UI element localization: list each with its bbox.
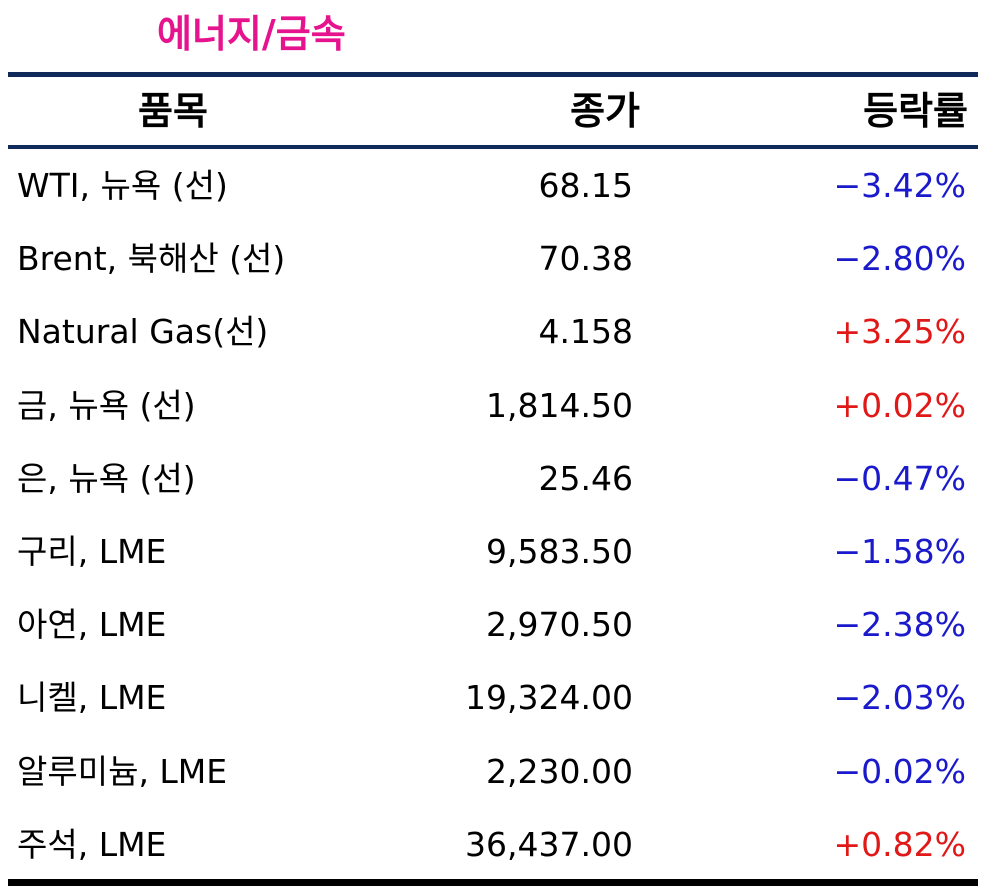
item-change: +0.82% — [833, 824, 966, 864]
table-row: 아연, LME 2,970.50 −2.38% — [8, 588, 978, 661]
page-title: 에너지/금속 — [157, 12, 346, 56]
item-close: 2,230.00 — [486, 751, 633, 791]
item-name: 니켈, LME — [17, 678, 167, 718]
table-row: 주석, LME 36,437.00 +0.82% — [8, 808, 978, 881]
item-change: +0.02% — [833, 385, 966, 425]
item-close: 2,970.50 — [486, 605, 633, 645]
item-name: 주석, LME — [17, 824, 167, 864]
item-close: 25.46 — [538, 458, 633, 498]
item-name: Brent, 북해산 (선) — [17, 239, 286, 279]
item-name: Natural Gas(선) — [17, 312, 269, 352]
item-change: −2.80% — [833, 239, 966, 279]
item-name: 아연, LME — [17, 605, 167, 645]
table-row: 구리, LME 9,583.50 −1.58% — [8, 515, 978, 588]
item-close: 68.15 — [538, 166, 633, 205]
table-row: 금, 뉴욕 (선) 1,814.50 +0.02% — [8, 369, 978, 442]
table-row: Brent, 북해산 (선) 70.38 −2.80% — [8, 222, 978, 295]
table-row: Natural Gas(선) 4.158 +3.25% — [8, 295, 978, 368]
item-change: −0.47% — [833, 458, 966, 498]
table-header: 품목 종가 등락률 — [8, 77, 978, 145]
item-name: 은, 뉴욕 (선) — [17, 458, 196, 498]
item-name: 금, 뉴욕 (선) — [17, 385, 196, 425]
item-name: WTI, 뉴욕 (선) — [17, 166, 228, 205]
table-body: WTI, 뉴욕 (선) 68.15 −3.42% Brent, 북해산 (선) … — [8, 149, 978, 881]
item-close: 19,324.00 — [465, 678, 633, 718]
item-name: 구리, LME — [17, 531, 167, 571]
item-change: −3.42% — [833, 166, 966, 205]
column-header-name: 품목 — [138, 89, 208, 133]
item-change: −0.02% — [833, 751, 966, 791]
item-close: 1,814.50 — [486, 385, 633, 425]
table-row: WTI, 뉴욕 (선) 68.15 −3.42% — [8, 149, 978, 222]
item-name: 알루미늄, LME — [17, 751, 228, 791]
table-row: 알루미늄, LME 2,230.00 −0.02% — [8, 735, 978, 808]
item-close: 9,583.50 — [486, 531, 633, 571]
item-change: +3.25% — [833, 312, 966, 352]
item-close: 70.38 — [538, 239, 633, 279]
column-header-close: 종가 — [570, 89, 640, 133]
table-bottom-rule — [8, 879, 978, 886]
table-row: 은, 뉴욕 (선) 25.46 −0.47% — [8, 442, 978, 515]
header-bottom-rule — [8, 145, 978, 149]
item-change: −2.38% — [833, 605, 966, 645]
item-change: −1.58% — [833, 531, 966, 571]
header-top-rule — [8, 72, 978, 77]
table-row: 니켈, LME 19,324.00 −2.03% — [8, 661, 978, 734]
item-close: 36,437.00 — [465, 824, 633, 864]
column-header-change: 등락률 — [863, 89, 968, 133]
item-close: 4.158 — [538, 312, 633, 352]
item-change: −2.03% — [833, 678, 966, 718]
